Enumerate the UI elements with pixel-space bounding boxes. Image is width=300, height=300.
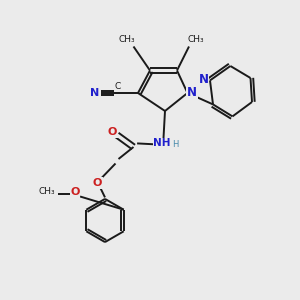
Text: C: C xyxy=(115,82,121,91)
Text: O: O xyxy=(93,178,102,188)
Text: N: N xyxy=(187,86,197,99)
Text: N: N xyxy=(91,88,100,98)
Text: O: O xyxy=(108,127,117,137)
Text: CH₃: CH₃ xyxy=(38,188,55,196)
Text: H: H xyxy=(172,140,179,149)
Text: NH: NH xyxy=(153,138,171,148)
Text: CH₃: CH₃ xyxy=(187,34,204,43)
Text: O: O xyxy=(70,187,80,197)
Text: N: N xyxy=(198,73,208,86)
Text: CH₃: CH₃ xyxy=(118,34,135,43)
